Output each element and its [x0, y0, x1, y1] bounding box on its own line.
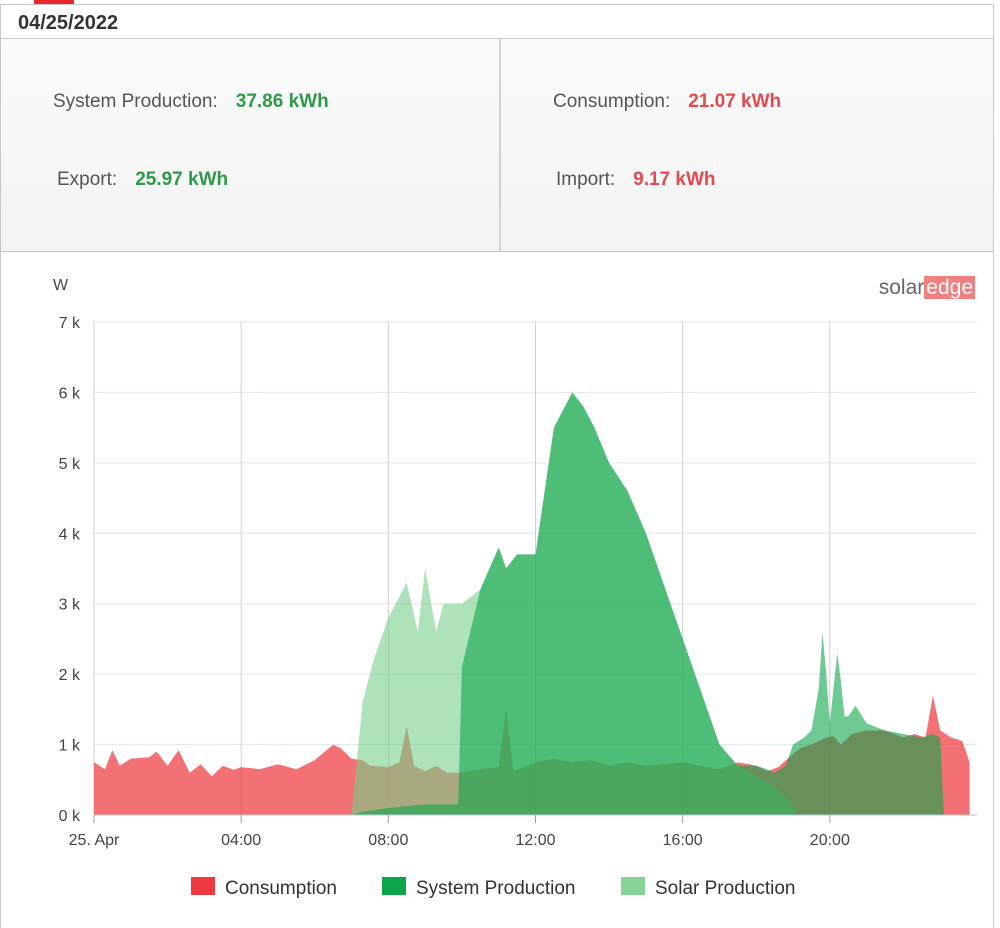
- x-tick-label: 16:00: [663, 832, 703, 849]
- power-chart: 0 k 1 k 2 k 3 k 4 k 5 k 6 k 7 k 25. Apr 04:00 08:0…: [53, 277, 977, 899]
- chart-areas: [94, 392, 970, 815]
- import-value: 9.17 kWh: [633, 169, 716, 190]
- export-label: Export:: [57, 169, 118, 190]
- energy-summary: System Production: 37.86 kWh Export: 25.97…: [0, 38, 994, 252]
- consumption-label: Consumption:: [553, 91, 671, 112]
- date-label: 04/25/2022: [18, 12, 119, 34]
- y-tick-label: 7 k: [59, 315, 81, 332]
- x-tick-label: 08:00: [368, 832, 408, 849]
- import-label: Import:: [556, 169, 616, 190]
- x-tick-label: 20:00: [810, 832, 850, 849]
- legend-swatch-system-production: [382, 877, 406, 895]
- y-tick-label: 6 k: [59, 385, 81, 402]
- y-tick-label: 0 k: [59, 808, 81, 825]
- legend-label-system-production: System Production: [416, 878, 575, 899]
- consumption-stat: Consumption: 21.07 kWh: [553, 91, 781, 113]
- x-tick-label: 25. Apr: [69, 832, 120, 849]
- export-stat: Export: 25.97 kWh: [57, 169, 228, 191]
- system-production-label: System Production:: [53, 91, 218, 112]
- legend-label-consumption: Consumption: [225, 878, 337, 899]
- consumption-value: 21.07 kWh: [688, 91, 782, 112]
- export-value: 25.97 kWh: [135, 169, 229, 190]
- legend-swatch-solar-production: [621, 877, 645, 895]
- chart-panel: solaredge 0 k 1 k 2 k 3 k 4 k 5 k 6 k 7 k 25. Ap…: [0, 252, 994, 928]
- system-production-value: 37.86 kWh: [235, 91, 329, 112]
- y-axis-label: W: [53, 277, 69, 294]
- y-tick-label: 1 k: [59, 738, 81, 755]
- date-bar: 04/25/2022: [0, 4, 994, 38]
- system-production-stat: System Production: 37.86 kWh: [53, 91, 329, 113]
- solaredge-logo: solaredge: [878, 276, 975, 299]
- legend-swatch-consumption: [191, 877, 215, 895]
- y-tick-label: 2 k: [59, 667, 81, 684]
- x-tick-label: 04:00: [221, 832, 261, 849]
- y-tick-label: 4 k: [59, 526, 81, 543]
- y-tick-label: 3 k: [59, 597, 81, 614]
- x-tick-label: 12:00: [515, 832, 555, 849]
- import-stat: Import: 9.17 kWh: [556, 169, 716, 191]
- chart-legend: Consumption System Production Solar Produc…: [191, 877, 795, 899]
- area-system-production: [94, 392, 970, 815]
- y-tick-label: 5 k: [59, 456, 81, 473]
- active-tab-accent: [34, 0, 74, 5]
- chart-axes: 0 k 1 k 2 k 3 k 4 k 5 k 6 k 7 k 25. Apr 04:00 08:0…: [53, 277, 977, 849]
- summary-divider: [499, 39, 501, 251]
- legend-label-solar-production: Solar Production: [655, 878, 795, 899]
